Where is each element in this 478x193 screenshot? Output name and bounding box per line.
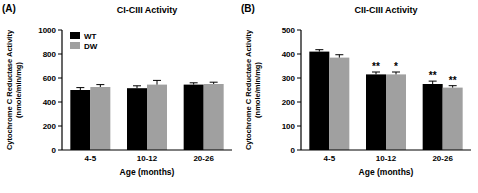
x-axis-label: Age (months)	[359, 167, 414, 177]
y-tick-label: 400	[282, 50, 296, 59]
error-cap	[335, 54, 343, 55]
bar	[309, 52, 329, 150]
error-bar	[190, 83, 198, 85]
y-axis-line	[300, 30, 301, 150]
y-tick-label: 400	[43, 98, 57, 107]
error-bar	[429, 81, 437, 84]
x-axis-line	[301, 149, 471, 150]
error-cap	[96, 84, 104, 85]
bar	[127, 88, 147, 150]
title: CI-CIII Activity	[117, 5, 178, 15]
bar	[204, 84, 224, 150]
error-bar	[392, 72, 400, 74]
y-axis-line	[61, 30, 62, 150]
x-tick-label: 4-5	[324, 154, 336, 163]
x-axis-label: Age (months)	[120, 167, 175, 177]
x-tick-label: 4-5	[85, 154, 97, 163]
y-tick-label: 300	[282, 74, 296, 83]
error-bar	[210, 82, 218, 84]
legend-label: DW	[84, 42, 98, 51]
bar	[147, 85, 167, 150]
error-bar	[96, 85, 104, 87]
y-axis-label: Cytochrome C Reductase Activity	[244, 29, 253, 150]
bar	[329, 58, 349, 150]
error-cap	[190, 82, 198, 83]
error-cap	[210, 82, 218, 83]
x-tick-label: 10-12	[376, 154, 397, 163]
bar	[423, 84, 443, 150]
bar	[386, 74, 406, 150]
x-axis-line	[62, 149, 232, 150]
significance-marker: **	[429, 70, 437, 81]
y-axis-label: (nmole/min/mg)	[253, 62, 262, 118]
error-bar	[153, 80, 161, 84]
y-tick-label: 800	[43, 50, 57, 59]
x-tick-label: 20-26	[432, 154, 453, 163]
y-tick-label: 200	[282, 98, 296, 107]
bar	[443, 88, 463, 150]
significance-marker: *	[394, 61, 398, 72]
legend-label: WT	[84, 32, 97, 41]
error-cap	[133, 85, 141, 86]
bar	[184, 85, 204, 150]
error-line	[157, 80, 158, 84]
panel: (B) CII-CIII Activity Cytochrome C Reducta…	[241, 3, 471, 177]
marks	[309, 50, 462, 150]
panel-label: (B)	[241, 3, 255, 14]
significance-marker: **	[372, 61, 380, 72]
error-cap	[76, 87, 84, 88]
error-bar	[335, 55, 343, 58]
error-bar	[449, 86, 457, 88]
bar	[366, 74, 386, 150]
y-tick-label: 0	[291, 146, 296, 155]
y-tick-label: 1000	[38, 26, 56, 35]
x-tick-label: 10-12	[137, 154, 158, 163]
title: CII-CIII Activity	[354, 5, 417, 15]
panel: (A) CI-CIII Activity Cytochrome C Reductas…	[2, 3, 232, 177]
panel-label: (A)	[2, 3, 16, 14]
y-axis-label: Cytochrome C Reductase Activity	[5, 29, 14, 150]
error-cap	[153, 80, 161, 81]
bar	[90, 87, 110, 150]
legend-swatch	[70, 42, 80, 49]
error-bar	[372, 72, 380, 74]
y-tick-label: 200	[43, 122, 57, 131]
significance-marker: **	[449, 75, 457, 86]
error-bar	[133, 86, 141, 88]
error-cap	[315, 49, 323, 50]
error-bar	[76, 88, 84, 90]
y-tick-label: 600	[43, 74, 57, 83]
y-tick-label: 500	[282, 26, 296, 35]
chart-root: (A) CI-CIII Activity Cytochrome C Reductas…	[0, 0, 478, 193]
legend: WTDW	[70, 32, 98, 51]
y-tick-label: 100	[282, 122, 296, 131]
y-tick-label: 0	[52, 146, 57, 155]
bar	[70, 90, 90, 150]
marks	[70, 80, 223, 150]
y-axis-label: (nmole/min/mg)	[14, 62, 23, 118]
x-tick-label: 20-26	[193, 154, 214, 163]
legend-swatch	[70, 32, 80, 39]
error-bar	[315, 50, 323, 52]
